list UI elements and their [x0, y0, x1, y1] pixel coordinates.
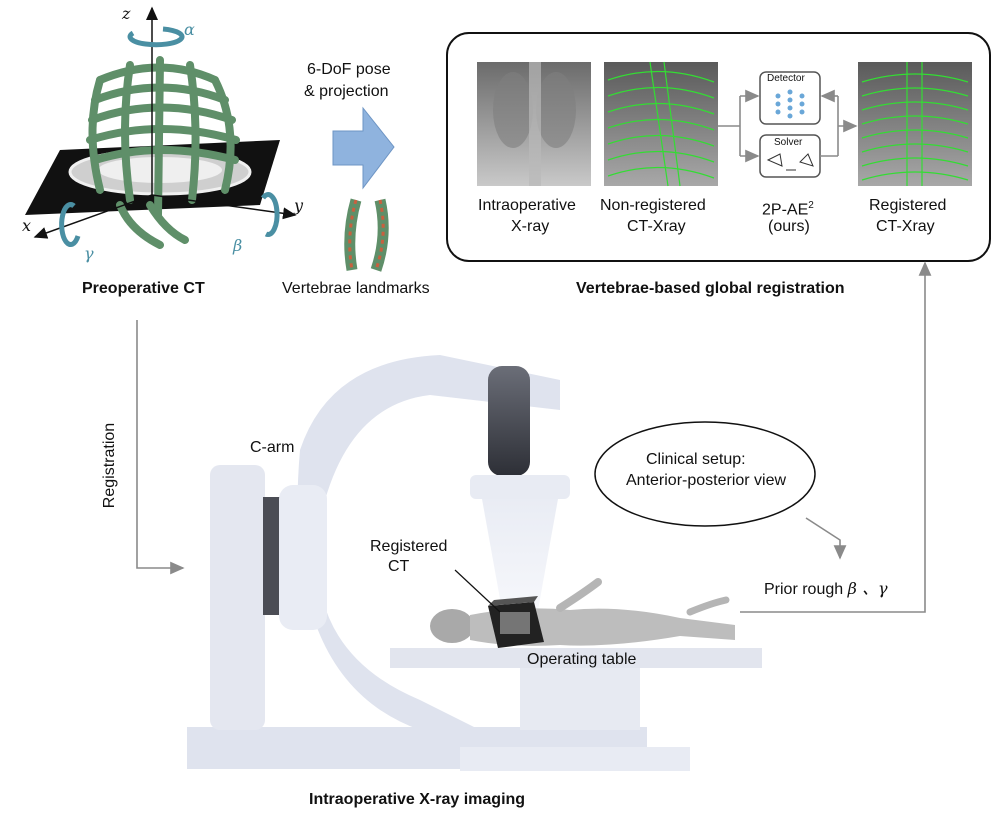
registered-ct-label-1: Registered: [370, 538, 448, 555]
operating-table-label: Operating table: [527, 651, 637, 668]
clinical-setup-line1: Clinical setup:: [646, 451, 746, 468]
beta-label: β: [233, 236, 243, 255]
pose-label-line1: 6-DoF pose: [307, 61, 391, 78]
alpha-label: α: [184, 20, 195, 39]
registration-side-label: Registration: [101, 422, 119, 509]
c-arm-scanner: [187, 355, 690, 771]
detector-label: Detector: [767, 73, 805, 84]
clinical-setup-line2: Anterior-posterior view: [626, 472, 787, 489]
clinical-setup-bubble: [594, 421, 816, 527]
reg-label-1: Registered: [869, 197, 947, 214]
projection-block-arrow: [332, 106, 395, 190]
axis-y-label: y: [294, 196, 304, 215]
rotation-arrows: [59, 26, 280, 247]
preoperative-ct-label: Preoperative CT: [82, 280, 205, 297]
vertebrae-landmarks-illustration: [344, 198, 389, 272]
prior-rough-label: Prior rough β 、γ: [764, 579, 888, 598]
axis-z-label: z: [122, 4, 131, 23]
axis-x-label: x: [22, 216, 32, 235]
intraoperative-xray-image: [477, 62, 591, 186]
method-label-1: 2P-AE2: [762, 200, 814, 219]
detector-module: [759, 71, 821, 125]
vertebrae-landmarks-label: Vertebrae landmarks: [282, 280, 430, 297]
gamma-label: γ: [84, 244, 94, 263]
preoperative-ct-illustration: [25, 6, 297, 249]
pose-label-line2: & projection: [304, 83, 389, 100]
reg-label-2: CT-Xray: [876, 218, 935, 235]
operating-table: [390, 648, 762, 730]
solver-label: Solver: [774, 137, 803, 148]
non-registered-ct-xray-image: [604, 61, 718, 187]
registered-ct-label-2: CT: [388, 558, 410, 575]
method-label-2: (ours): [768, 218, 810, 235]
intraop-xray-label-1: Intraoperative: [478, 197, 576, 214]
patient-figure: [430, 578, 735, 648]
intraop-xray-label-2: X-ray: [511, 218, 550, 235]
nonreg-label-1: Non-registered: [600, 197, 706, 214]
intraoperative-caption: Intraoperative X-ray imaging: [309, 791, 526, 808]
registration-title: Vertebrae-based global registration: [576, 280, 845, 297]
registered-ct-xray-image: [858, 62, 972, 186]
nonreg-label-2: CT-Xray: [627, 218, 686, 235]
c-arm-label: C-arm: [250, 439, 295, 456]
